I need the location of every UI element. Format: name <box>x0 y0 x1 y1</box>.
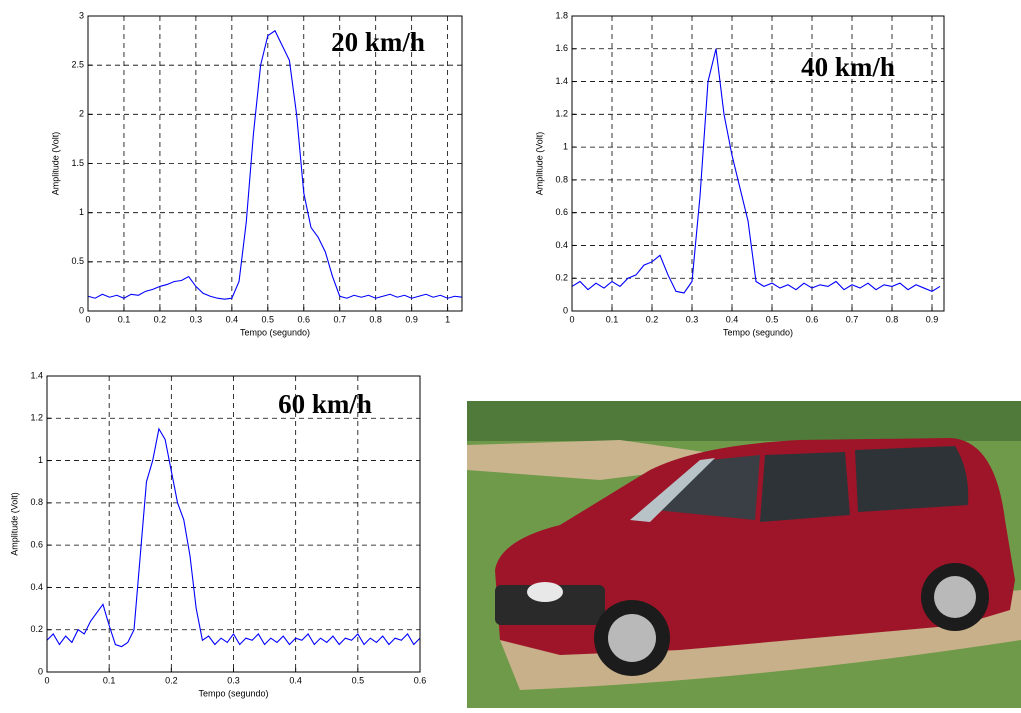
x-tick-label: 0.1 <box>606 314 619 324</box>
y-tick-label: 1.5 <box>71 158 84 168</box>
x-tick-label: 0.1 <box>103 675 116 685</box>
y-tick-label: 0.6 <box>555 207 568 217</box>
plot-frame <box>571 15 945 312</box>
x-tick-label: 0.3 <box>227 675 240 685</box>
speed-annotation: 60 km/h <box>278 389 372 419</box>
plot-frame <box>46 375 421 673</box>
x-tick-label: 0.9 <box>405 314 418 324</box>
x-axis-label: Tempo (segundo) <box>240 327 310 337</box>
y-tick-label: 0.8 <box>30 497 43 507</box>
y-axis-label: Amplitude (Volt) <box>9 492 19 556</box>
x-tick-label: 0.6 <box>414 675 427 685</box>
x-tick-label: 0.9 <box>926 314 939 324</box>
plot-area <box>572 16 944 311</box>
x-tick-label: 0.8 <box>886 314 899 324</box>
y-tick-label: 1.4 <box>555 76 568 86</box>
x-tick-label: 0.7 <box>846 314 859 324</box>
y-tick-label: 0.4 <box>30 582 43 592</box>
signal-line <box>46 427 421 648</box>
x-tick-label: 0.6 <box>806 314 819 324</box>
x-tick-label: 0 <box>44 675 49 685</box>
y-tick-label: 1 <box>79 207 84 217</box>
y-tick-label: 1.6 <box>555 43 568 53</box>
y-tick-label: 0.2 <box>30 624 43 634</box>
x-tick-label: 0.5 <box>766 314 779 324</box>
y-tick-label: 2.5 <box>71 60 84 70</box>
y-tick-label: 1.8 <box>555 10 568 20</box>
x-tick-label: 0.8 <box>369 314 382 324</box>
y-axis-label: Amplitude (Volt) <box>50 132 60 196</box>
y-tick-label: 0 <box>79 305 84 315</box>
x-tick-label: 0.3 <box>190 314 203 324</box>
x-tick-label: 0 <box>569 314 574 324</box>
car-photo <box>467 401 1021 708</box>
y-tick-label: 1 <box>563 141 568 151</box>
x-tick-label: 0.5 <box>352 675 365 685</box>
x-tick-label: 0 <box>85 314 90 324</box>
x-tick-label: 0.4 <box>726 314 739 324</box>
plot-frame <box>87 15 463 312</box>
y-axis-label: Amplitude (Volt) <box>534 132 544 196</box>
x-axis-label: Tempo (segundo) <box>723 327 793 337</box>
x-tick-label: 0.5 <box>262 314 275 324</box>
x-tick-label: 0.4 <box>289 675 302 685</box>
x-tick-label: 0.7 <box>333 314 346 324</box>
speed-annotation: 20 km/h <box>331 27 425 57</box>
y-tick-label: 0.5 <box>71 256 84 266</box>
x-tick-label: 1 <box>445 314 450 324</box>
y-tick-label: 3 <box>79 10 84 20</box>
x-tick-label: 0.2 <box>154 314 167 324</box>
y-tick-label: 0 <box>38 666 43 676</box>
x-tick-label: 0.2 <box>165 675 178 685</box>
x-tick-label: 0.3 <box>686 314 699 324</box>
y-tick-label: 0 <box>563 305 568 315</box>
y-tick-label: 1.2 <box>555 109 568 119</box>
x-tick-label: 0.1 <box>118 314 131 324</box>
y-tick-label: 0.6 <box>30 540 43 550</box>
y-tick-label: 0.8 <box>555 174 568 184</box>
x-tick-label: 0.4 <box>226 314 239 324</box>
y-tick-label: 1 <box>38 455 43 465</box>
signal-line <box>87 29 463 300</box>
y-tick-label: 1.2 <box>30 413 43 423</box>
y-tick-label: 1.4 <box>30 370 43 380</box>
x-axis-label: Tempo (segundo) <box>198 688 268 698</box>
x-tick-label: 0.2 <box>646 314 659 324</box>
plot-area <box>88 16 462 311</box>
signal-line <box>571 48 941 294</box>
y-tick-label: 0.2 <box>555 273 568 283</box>
y-tick-label: 0.4 <box>555 240 568 250</box>
speed-annotation: 40 km/h <box>801 52 895 82</box>
y-tick-label: 2 <box>79 109 84 119</box>
x-tick-label: 0.6 <box>298 314 311 324</box>
